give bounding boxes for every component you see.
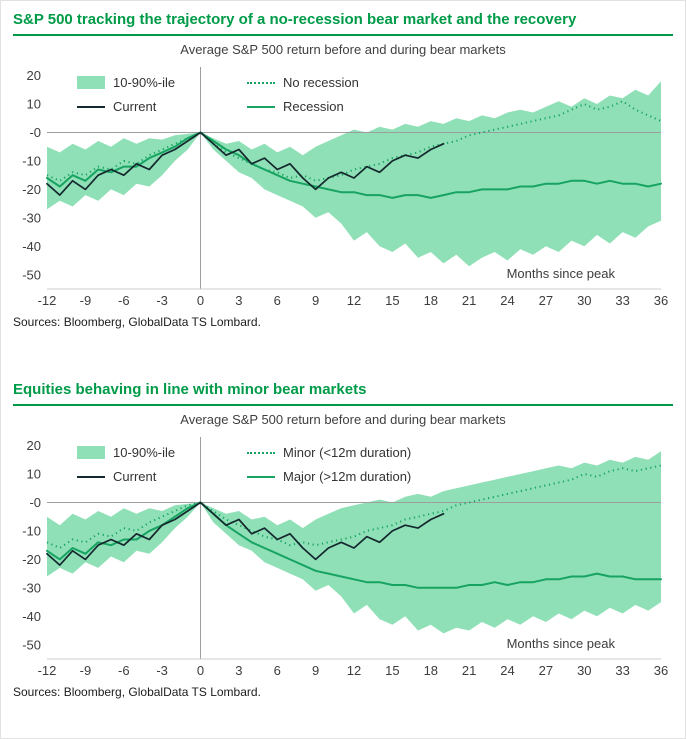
svg-text:12: 12 (347, 663, 361, 678)
svg-text:30: 30 (577, 663, 591, 678)
svg-text:0: 0 (197, 293, 204, 308)
svg-text:-10: -10 (22, 523, 41, 538)
dotted-line-swatch-icon (247, 81, 275, 84)
svg-text:-30: -30 (22, 580, 41, 595)
svg-text:-50: -50 (22, 267, 41, 282)
chart-title: S&P 500 tracking the trajectory of a no-… (13, 11, 673, 36)
chart-legend: 10-90%-ile No recession Current Recessio… (77, 75, 359, 114)
svg-text:18: 18 (424, 293, 438, 308)
chart-panel-minor-bear: Equities behaving in line with minor bea… (13, 381, 673, 699)
legend-item-recession: Recession (247, 99, 359, 114)
dark-line-swatch-icon (77, 105, 105, 108)
svg-text:-12: -12 (38, 293, 57, 308)
legend-item-no-recession: No recession (247, 75, 359, 90)
svg-text:21: 21 (462, 663, 476, 678)
svg-text:10: 10 (27, 97, 41, 112)
sources-note: Sources: Bloomberg, GlobalData TS Lombar… (13, 315, 261, 329)
svg-text:0: 0 (197, 663, 204, 678)
legend-item-current: Current (77, 469, 247, 484)
green-line-swatch-icon (247, 475, 275, 478)
chart-panel-no-recession: S&P 500 tracking the trajectory of a no-… (13, 11, 673, 329)
svg-text:-10: -10 (22, 153, 41, 168)
months-since-peak-label: Months since peak (506, 636, 615, 651)
svg-text:-6: -6 (118, 293, 130, 308)
svg-text:27: 27 (539, 663, 553, 678)
svg-text:15: 15 (385, 293, 399, 308)
green-line-swatch-icon (247, 105, 275, 108)
svg-text:6: 6 (274, 663, 281, 678)
svg-text:3: 3 (235, 293, 242, 308)
svg-text:-6: -6 (118, 663, 130, 678)
chart-title: Equities behaving in line with minor bea… (13, 381, 673, 406)
svg-text:24: 24 (500, 663, 514, 678)
legend-item-current: Current (77, 99, 247, 114)
svg-text:12: 12 (347, 293, 361, 308)
svg-text:-40: -40 (22, 239, 41, 254)
svg-text:30: 30 (577, 293, 591, 308)
svg-text:-9: -9 (80, 293, 92, 308)
chart-container: 20 10 -0 -10 -20 -30 -40 -50 -12 -9 -6 -3 0 3 6 9 12 15 18… (13, 429, 675, 681)
svg-text:24: 24 (500, 293, 514, 308)
legend-label: Current (113, 469, 157, 484)
legend-item-minor: Minor (<12m duration) (247, 445, 411, 460)
chart-legend: 10-90%-ile Minor (<12m duration) Current… (77, 445, 411, 484)
dark-line-swatch-icon (77, 475, 105, 478)
legend-item-percentile-band: 10-90%-ile (77, 445, 247, 460)
band-swatch-icon (77, 446, 105, 459)
svg-text:15: 15 (385, 663, 399, 678)
legend-item-major: Major (>12m duration) (247, 469, 411, 484)
chart-subtitle: Average S&P 500 return before and during… (180, 42, 506, 57)
svg-text:-20: -20 (22, 182, 41, 197)
svg-text:-12: -12 (38, 663, 57, 678)
svg-text:-40: -40 (22, 609, 41, 624)
svg-text:-30: -30 (22, 210, 41, 225)
svg-text:27: 27 (539, 293, 553, 308)
svg-text:20: 20 (27, 438, 41, 453)
legend-label: 10-90%-ile (113, 75, 176, 90)
legend-item-percentile-band: 10-90%-ile (77, 75, 247, 90)
svg-text:36: 36 (654, 663, 668, 678)
svg-text:33: 33 (615, 293, 629, 308)
svg-text:18: 18 (424, 663, 438, 678)
svg-text:-0: -0 (29, 125, 41, 140)
legend-label: Current (113, 99, 157, 114)
svg-text:-0: -0 (29, 495, 41, 510)
months-since-peak-label: Months since peak (506, 266, 615, 281)
svg-text:9: 9 (312, 663, 319, 678)
svg-text:9: 9 (312, 293, 319, 308)
legend-label: 10-90%-ile (113, 445, 176, 460)
band-swatch-icon (77, 76, 105, 89)
svg-text:20: 20 (27, 68, 41, 83)
svg-text:10: 10 (27, 467, 41, 482)
legend-label: Major (>12m duration) (283, 469, 412, 484)
legend-label: No recession (283, 75, 359, 90)
dotted-line-swatch-icon (247, 451, 275, 454)
svg-text:-3: -3 (156, 663, 168, 678)
svg-text:3: 3 (235, 663, 242, 678)
svg-text:-9: -9 (80, 663, 92, 678)
legend-label: Recession (283, 99, 344, 114)
svg-text:-20: -20 (22, 552, 41, 567)
svg-text:-50: -50 (22, 637, 41, 652)
svg-text:36: 36 (654, 293, 668, 308)
chart-container: 20 10 -0 -10 -20 -30 -40 -50 -12 -9 -6 -3 0 3 6 9 12 15 18… (13, 59, 675, 311)
svg-text:21: 21 (462, 293, 476, 308)
svg-text:6: 6 (274, 293, 281, 308)
svg-text:-3: -3 (156, 293, 168, 308)
legend-label: Minor (<12m duration) (283, 445, 412, 460)
svg-text:33: 33 (615, 663, 629, 678)
chart-subtitle: Average S&P 500 return before and during… (180, 412, 506, 427)
sources-note: Sources: Bloomberg, GlobalData TS Lombar… (13, 685, 261, 699)
